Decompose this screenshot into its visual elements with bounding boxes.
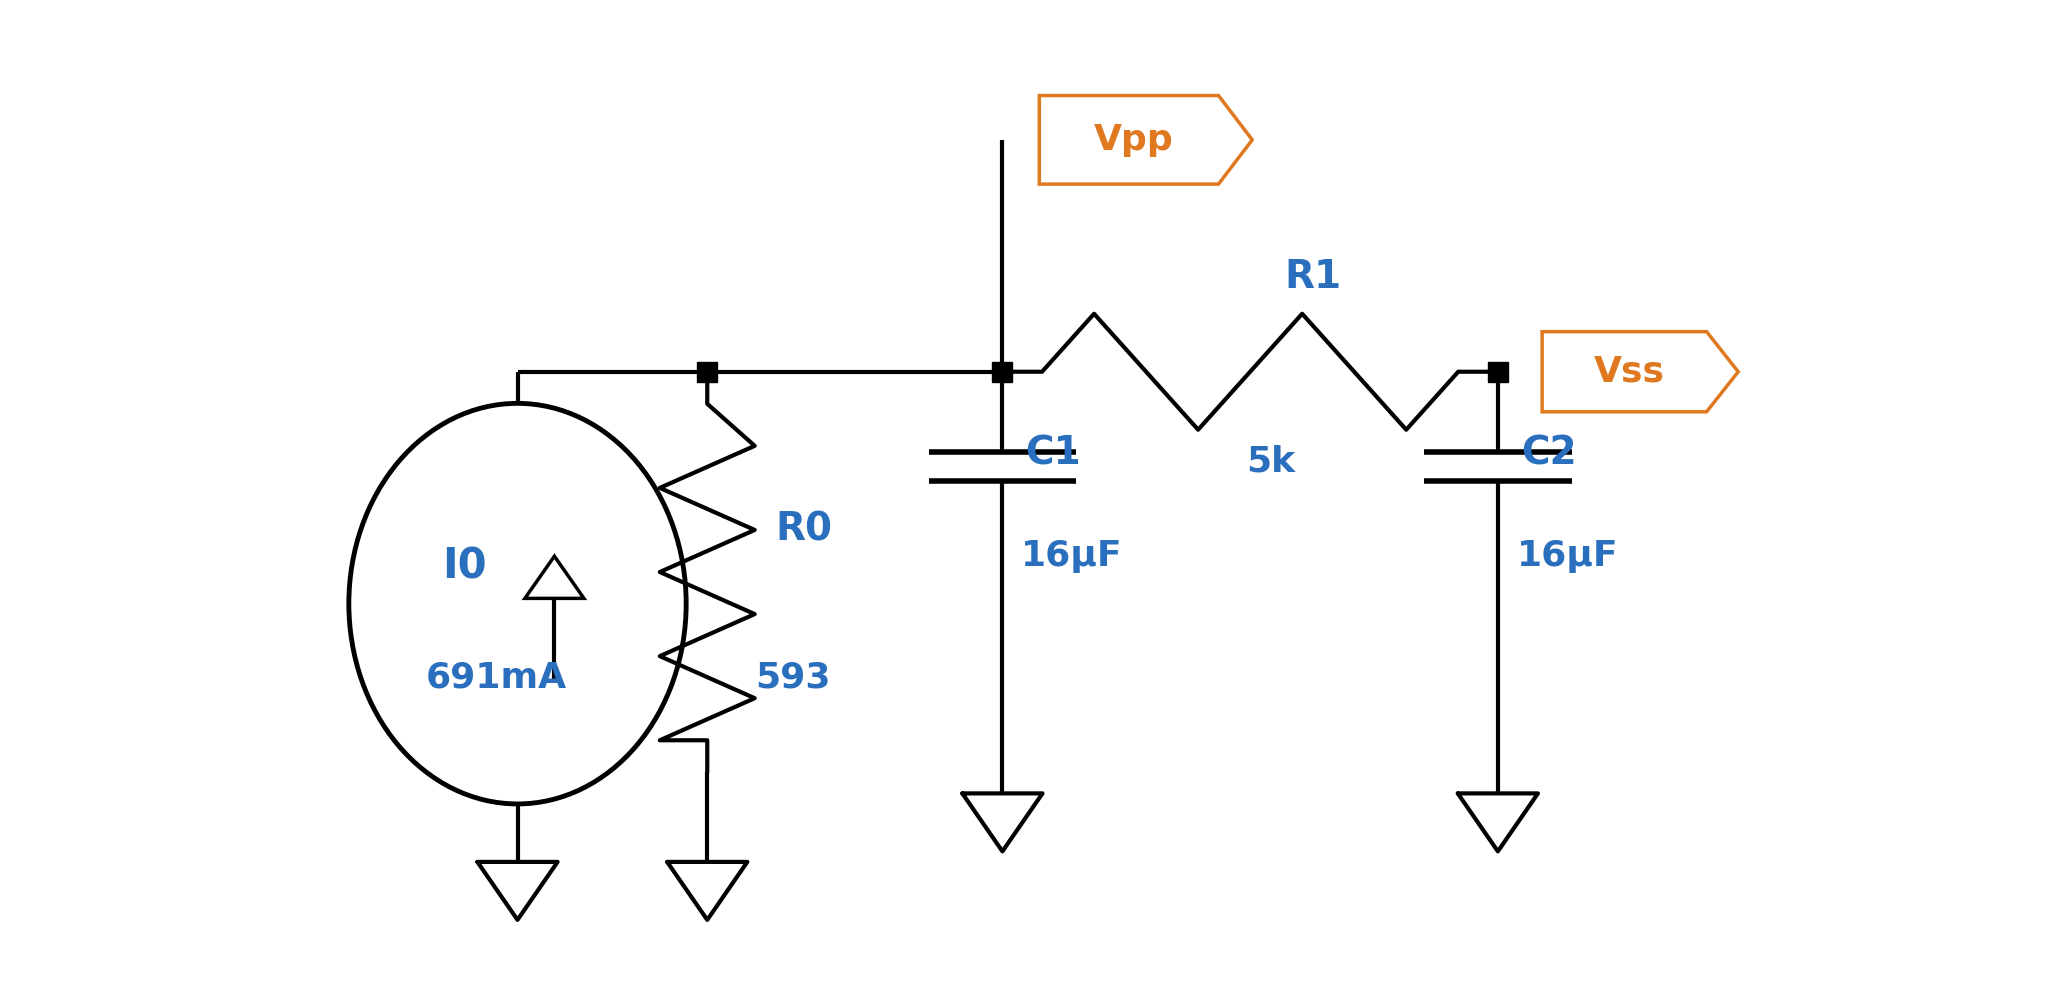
Polygon shape — [1541, 331, 1738, 412]
Text: C1: C1 — [1026, 435, 1081, 473]
Text: 16μF: 16μF — [1021, 539, 1124, 573]
Polygon shape — [524, 556, 583, 598]
Text: 16μF: 16μF — [1517, 539, 1619, 573]
Text: Vss: Vss — [1595, 354, 1664, 389]
Text: C2: C2 — [1521, 435, 1576, 473]
Text: 593: 593 — [755, 661, 831, 695]
Text: 5k: 5k — [1247, 444, 1296, 478]
Text: I0: I0 — [442, 546, 487, 588]
Polygon shape — [1040, 96, 1253, 184]
Text: Vpp: Vpp — [1095, 123, 1175, 157]
Text: R0: R0 — [776, 511, 833, 549]
Text: R1: R1 — [1286, 258, 1343, 296]
Text: 691mA: 691mA — [426, 661, 567, 695]
